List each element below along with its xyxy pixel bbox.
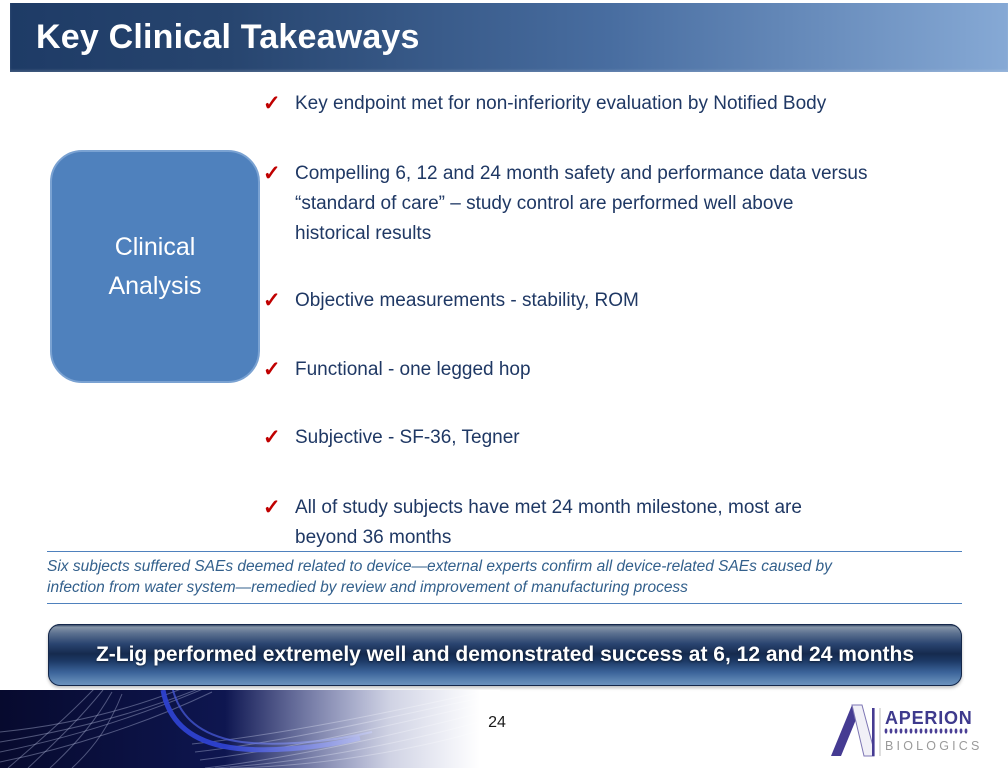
checkmark-icon: ✓: [263, 289, 281, 312]
bullet-item-2: ✓ Compelling 6, 12 and 24 month safety a…: [263, 159, 867, 249]
logo-brand-text: APERION: [885, 708, 973, 728]
bullet-text: Compelling 6, 12 and 24 month safety and…: [295, 163, 868, 244]
bullet-item-6: ✓ All of study subjects have met 24 mont…: [263, 493, 802, 553]
checkmark-icon: ✓: [263, 426, 281, 449]
checkmark-icon: ✓: [263, 496, 281, 519]
title-bar: Key Clinical Takeaways: [10, 3, 1008, 72]
aperion-biologics-logo: APERION BIOLOGICS: [831, 704, 983, 757]
bullet-text: Key endpoint met for non-inferiority eva…: [295, 93, 827, 114]
sae-footnote-text: Six subjects suffered SAEs deemed relate…: [47, 558, 832, 596]
sae-footnote: Six subjects suffered SAEs deemed relate…: [47, 551, 962, 604]
bullet-text: Functional - one legged hop: [295, 359, 531, 380]
conclusion-banner-text: Z-Lig performed extremely well and demon…: [95, 643, 915, 666]
bullet-text: Subjective - SF-36, Tegner: [295, 427, 520, 448]
checkmark-icon: ✓: [263, 92, 281, 115]
decorative-swirl-image: [0, 690, 500, 768]
logo-dots: [884, 728, 968, 734]
page-number: 24: [488, 714, 506, 731]
bullet-text: Objective measurements - stability, ROM: [295, 290, 639, 311]
bullet-item-1: ✓ Key endpoint met for non-inferiority e…: [263, 89, 826, 119]
bullet-item-3: ✓ Objective measurements - stability, RO…: [263, 286, 639, 316]
page-title: Key Clinical Takeaways: [36, 18, 420, 56]
logo-subbrand-text: BIOLOGICS: [885, 739, 983, 753]
bullet-text: All of study subjects have met 24 month …: [295, 497, 802, 548]
checkmark-icon: ✓: [263, 162, 281, 185]
clinical-analysis-box: Clinical Analysis: [50, 150, 260, 383]
bullet-item-5: ✓ Subjective - SF-36, Tegner: [263, 423, 520, 453]
clinical-analysis-label: Clinical Analysis: [108, 232, 202, 300]
checkmark-icon: ✓: [263, 358, 281, 381]
aperion-logo-mark: [831, 704, 875, 757]
bullet-item-4: ✓ Functional - one legged hop: [263, 355, 531, 385]
conclusion-banner: Z-Lig performed extremely well and demon…: [48, 624, 962, 686]
